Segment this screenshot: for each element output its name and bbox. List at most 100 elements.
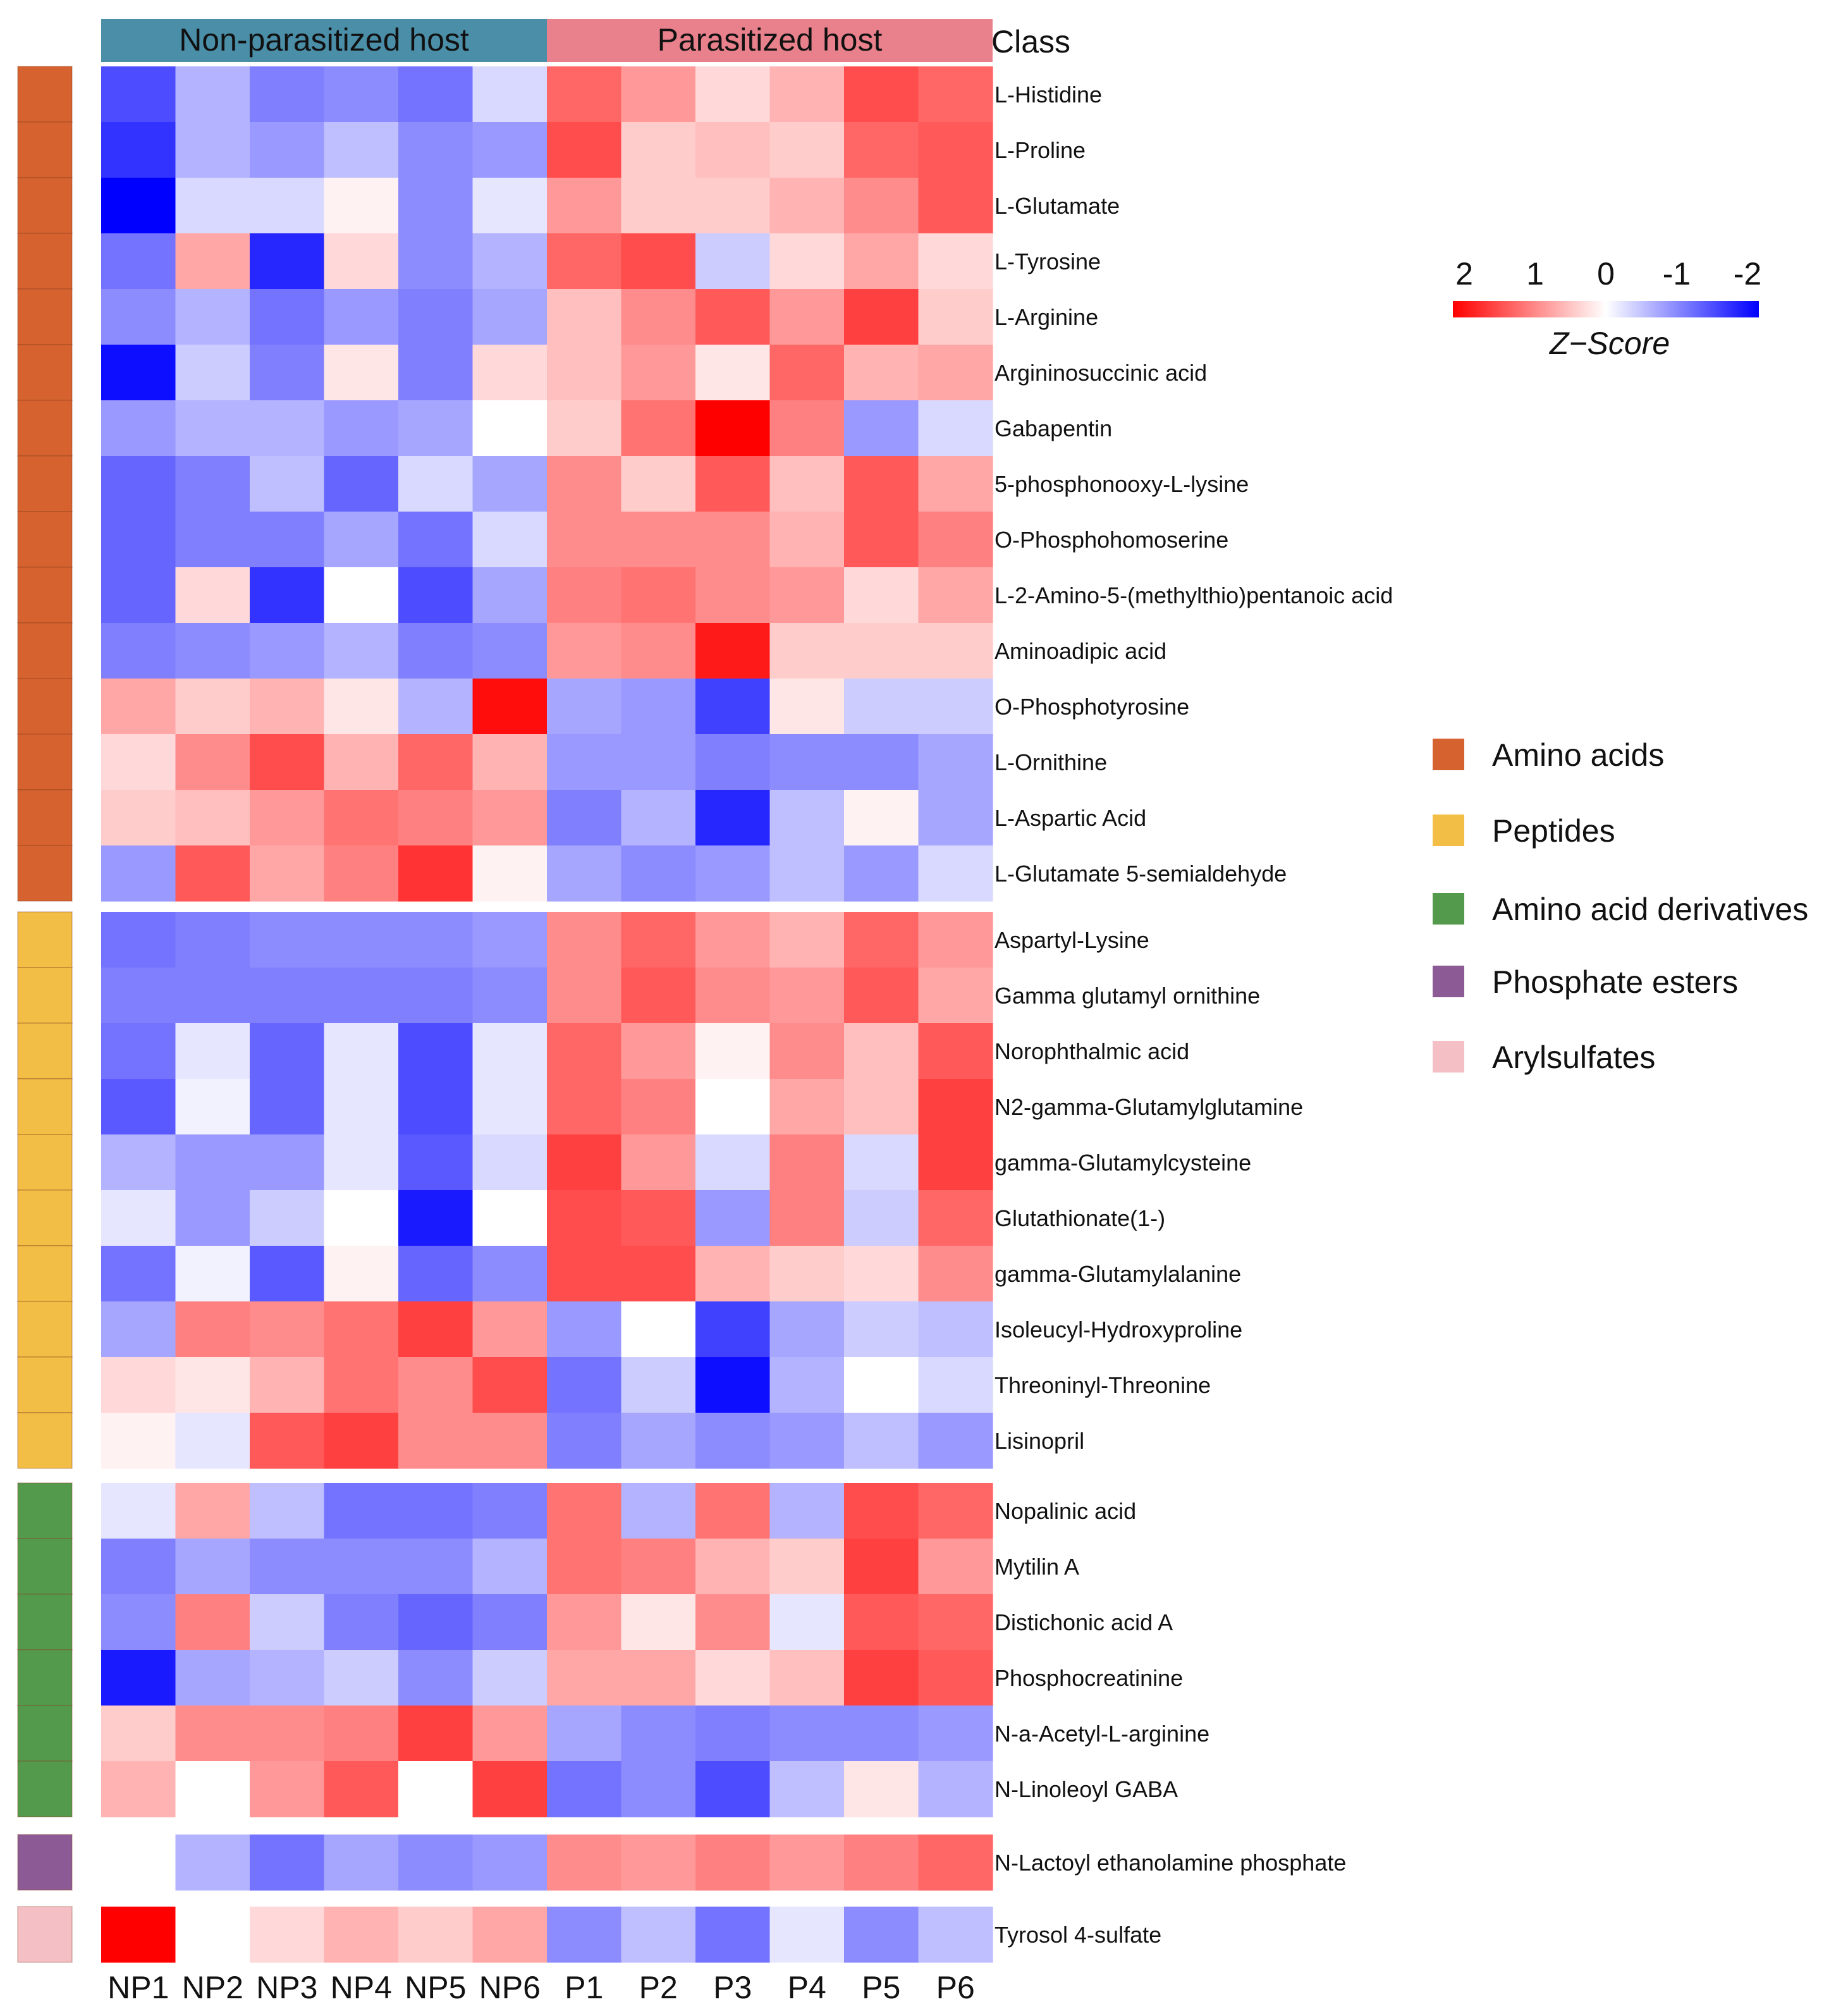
class-bar-segment [17, 678, 73, 735]
heatmap-cell [175, 623, 250, 679]
heatmap-cell [695, 1706, 771, 1762]
heatmap-cell [769, 1483, 845, 1539]
heatmap-cell [769, 912, 845, 968]
heatmap-cell [472, 623, 548, 679]
heatmap-cell [547, 623, 622, 679]
heatmap-cell [250, 623, 325, 679]
heatmap-cell [175, 122, 250, 178]
heatmap-cell [769, 66, 845, 123]
heatmap-cell [695, 512, 771, 568]
heatmap-cell [472, 1761, 548, 1817]
heatmap-cell [398, 345, 474, 401]
heatmap-cell [844, 1907, 919, 1963]
heatmap-cell [769, 1413, 845, 1469]
heatmap-cell [175, 1190, 250, 1246]
heatmap-cell [250, 1357, 325, 1413]
heatmap-cell [844, 1357, 919, 1413]
heatmap-cell [472, 1246, 548, 1302]
heatmap-cell [621, 679, 696, 735]
heatmap-cell [175, 1413, 250, 1469]
heatmap-cell [621, 1301, 696, 1358]
legend-label: Arylsulfates [1492, 1040, 1655, 1075]
heatmap-cell [101, 1190, 176, 1246]
heatmap-cell [769, 790, 845, 846]
heatmap-cell [324, 623, 399, 679]
heatmap-cell [398, 1539, 474, 1595]
heatmap-cell [918, 233, 993, 290]
heatmap-cell [175, 233, 250, 290]
heatmap-cell [695, 1835, 771, 1891]
heatmap-cell [324, 1357, 399, 1413]
column-label: P3 [713, 1970, 752, 2005]
heatmap-cell [918, 400, 993, 457]
class-bar-segment [17, 511, 73, 568]
heatmap-cell [175, 289, 250, 345]
class-bar-segment [17, 1594, 73, 1650]
heatmap-cell [918, 1907, 993, 1963]
heatmap-cell [918, 1413, 993, 1469]
heatmap-cell [844, 734, 919, 790]
row-label: L-2-Amino-5-(methylthio)pentanoic acid [994, 582, 1393, 608]
heatmap-cell [175, 66, 250, 123]
heatmap-cell [324, 1079, 399, 1135]
heatmap-cell [547, 512, 622, 568]
heatmap-cell [547, 345, 622, 401]
heatmap-cell [472, 1357, 548, 1413]
heatmap-cell [398, 1357, 474, 1413]
row-label: Gamma glutamyl ornithine [994, 983, 1260, 1009]
heatmap-cell [250, 567, 325, 624]
heatmap-cell [621, 1907, 696, 1963]
class-bar-segment [17, 1705, 73, 1762]
heatmap-cell [769, 512, 845, 568]
heatmap-cell [695, 1190, 771, 1246]
heatmap-cell [769, 968, 845, 1024]
heatmap-cell [472, 1539, 548, 1595]
heatmap-cell [250, 1650, 325, 1706]
heatmap-cell [398, 1301, 474, 1358]
heatmap-cell [695, 1650, 771, 1706]
heatmap-cell [398, 178, 474, 234]
legend-label: Peptides [1492, 813, 1615, 849]
heatmap-cell [101, 567, 176, 624]
class-bar-segment [17, 911, 73, 968]
heatmap-cell [472, 679, 548, 735]
heatmap-cell [398, 1650, 474, 1706]
heatmap-cell [101, 400, 176, 457]
legend-swatch-amino-acids [1433, 739, 1464, 770]
heatmap-cell [844, 790, 919, 846]
heatmap-cell [324, 1413, 399, 1469]
color-scale-tick: -1 [1663, 256, 1691, 292]
heatmap-cell [695, 1483, 771, 1539]
heatmap-cell [472, 1413, 548, 1469]
heatmap-cell [621, 623, 696, 679]
heatmap-cell [175, 1079, 250, 1135]
heatmap-cell [621, 122, 696, 178]
heatmap-cell [918, 1246, 993, 1302]
heatmap-cell [621, 1706, 696, 1762]
heatmap-cell [844, 345, 919, 401]
heatmap-cell [547, 1413, 622, 1469]
heatmap-cell [769, 1246, 845, 1302]
row-label: L-Tyrosine [994, 249, 1101, 274]
heatmap-cell [101, 1483, 176, 1539]
column-labels: NP1 NP2 NP3 NP4 NP5 NP6 P1 P2 P3 P4 P5 P6 [107, 1970, 975, 2005]
class-bar-segment [17, 1189, 73, 1246]
heatmap-cell [398, 122, 474, 178]
heatmap-cell [175, 1761, 250, 1817]
heatmap-cell [918, 1706, 993, 1762]
heatmap-cell [695, 122, 771, 178]
heatmap-cell [398, 66, 474, 123]
heatmap-cell [324, 1706, 399, 1762]
heatmap-cell [175, 1023, 250, 1079]
heatmap-cell [547, 1761, 622, 1817]
row-label: gamma-Glutamylalanine [994, 1261, 1241, 1287]
heatmap-cell [918, 968, 993, 1024]
color-scale-title: Z−Score [1549, 326, 1670, 361]
heatmap-cell [547, 233, 622, 290]
heatmap-cell [769, 1023, 845, 1079]
heatmap-cell [175, 1483, 250, 1539]
heatmap-cell [175, 1594, 250, 1650]
heatmap-cell [621, 1650, 696, 1706]
legend-swatch-arylsulfates [1433, 1041, 1464, 1073]
heatmap-cell [844, 623, 919, 679]
